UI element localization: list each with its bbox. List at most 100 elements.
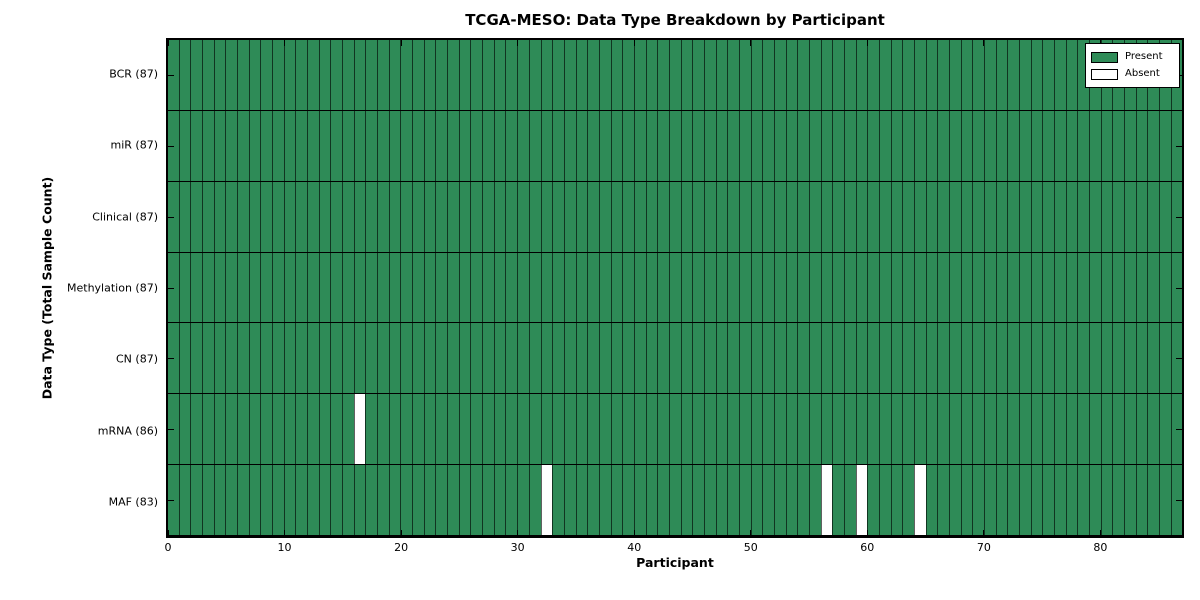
- x-tick-label: 50: [743, 541, 758, 554]
- heatmap-cell: [610, 40, 623, 110]
- heatmap-cell: [703, 252, 716, 323]
- heatmap-cell: [505, 110, 518, 181]
- heatmap-cell: [517, 465, 529, 536]
- heatmap-cell: [470, 181, 483, 252]
- heatmap-cell: [400, 110, 413, 181]
- heatmap-cell: [505, 252, 518, 323]
- heatmap-cell: [248, 323, 261, 394]
- heatmap-cell: [1077, 465, 1090, 536]
- heatmap-cell: [342, 465, 354, 536]
- heatmap-cell: [657, 110, 669, 181]
- heatmap-cell: [832, 181, 844, 252]
- heatmap-cell: [773, 181, 786, 252]
- heatmap-cell: [248, 40, 261, 110]
- heatmap-cell: [1007, 110, 1020, 181]
- heatmap-cell: [412, 252, 424, 323]
- heatmap-cell: [307, 323, 319, 394]
- heatmap-cell: [318, 110, 331, 181]
- heatmap-cell: [365, 181, 378, 252]
- heatmap-cell: [972, 252, 985, 323]
- heatmap-cell: [202, 181, 214, 252]
- heatmap-cell: [692, 40, 704, 110]
- heatmap-cell: [633, 252, 646, 323]
- heatmap-cell: [1170, 394, 1183, 465]
- heatmap-cell: [1077, 110, 1090, 181]
- heatmap-cell: [902, 323, 914, 394]
- heatmap-cell: [540, 252, 553, 323]
- heatmap-cell: [540, 110, 553, 181]
- heatmap-cell: [972, 40, 985, 110]
- heatmap-cell: [1135, 181, 1148, 252]
- heatmap-cell: [984, 323, 996, 394]
- heatmap-cell: [168, 252, 179, 323]
- heatmap-cell: [1007, 252, 1020, 323]
- heatmap-cell: [1124, 110, 1136, 181]
- heatmap-cell: [283, 465, 296, 536]
- heatmap-cell: [622, 323, 634, 394]
- heatmap-cell: [668, 40, 681, 110]
- heatmap-cell: [914, 181, 926, 252]
- heatmap-cell: [1170, 252, 1183, 323]
- heatmap-cell: [1054, 394, 1066, 465]
- heatmap-cell: [563, 394, 576, 465]
- heatmap-cell: [878, 40, 891, 110]
- heatmap-cell: [738, 110, 751, 181]
- heatmap-cell: [1124, 465, 1136, 536]
- heatmap-cell: [1159, 465, 1171, 536]
- heatmap-cell: [237, 40, 249, 110]
- heatmap-cell: [598, 110, 611, 181]
- heatmap-cell: [995, 181, 1008, 252]
- heatmap-cell: [1147, 110, 1160, 181]
- heatmap-cell: [785, 40, 798, 110]
- heatmap-cell: [1159, 323, 1171, 394]
- heatmap-cell: [1019, 465, 1031, 536]
- heatmap-cell: [435, 110, 448, 181]
- heatmap-cell: [528, 323, 541, 394]
- heatmap-cell: [995, 252, 1008, 323]
- heatmap-cell-absent: [820, 465, 833, 536]
- heatmap-cell: [820, 394, 833, 465]
- heatmap-cell: [213, 110, 226, 181]
- heatmap-cell: [528, 465, 541, 536]
- heatmap-cell: [202, 465, 214, 536]
- heatmap-cell: [703, 40, 716, 110]
- heatmap-cell: [493, 394, 506, 465]
- heatmap-cell: [949, 465, 961, 536]
- heatmap-cell: [902, 40, 914, 110]
- heatmap-cell: [762, 110, 774, 181]
- heatmap-cell: [248, 465, 261, 536]
- heatmap-cell: [668, 252, 681, 323]
- heatmap-cell: [225, 110, 238, 181]
- heatmap-cell: [680, 40, 693, 110]
- heatmap-cell: [610, 465, 623, 536]
- heatmap-cell: [633, 181, 646, 252]
- heatmap-cell: [482, 40, 494, 110]
- heatmap-cell: [307, 465, 319, 536]
- heatmap-cell: [692, 252, 704, 323]
- heatmap-cell: [645, 40, 658, 110]
- heatmap-cell: [330, 252, 343, 323]
- heatmap-cell: [1124, 394, 1136, 465]
- legend-label: Present: [1125, 51, 1163, 62]
- heatmap-cell: [1077, 181, 1090, 252]
- heatmap-cell: [190, 394, 203, 465]
- heatmap-cell: [377, 181, 389, 252]
- heatmap-cell: [855, 394, 868, 465]
- heatmap-cell: [984, 110, 996, 181]
- heatmap-cell: [657, 394, 669, 465]
- heatmap-cell: [272, 394, 284, 465]
- heatmap-cell: [878, 394, 891, 465]
- heatmap-cell: [575, 323, 588, 394]
- heatmap-cell: [307, 394, 319, 465]
- heatmap-cell: [972, 323, 985, 394]
- heatmap-cell: [855, 110, 868, 181]
- heatmap-cell: [925, 323, 938, 394]
- heatmap-cell: [820, 181, 833, 252]
- heatmap-cell: [995, 394, 1008, 465]
- x-tick-label: 30: [510, 541, 525, 554]
- heatmap-cell: [925, 465, 938, 536]
- heatmap-cell: [1007, 394, 1020, 465]
- heatmap-cell: [563, 181, 576, 252]
- heatmap-cell: [260, 181, 273, 252]
- heatmap-cell: [1019, 394, 1031, 465]
